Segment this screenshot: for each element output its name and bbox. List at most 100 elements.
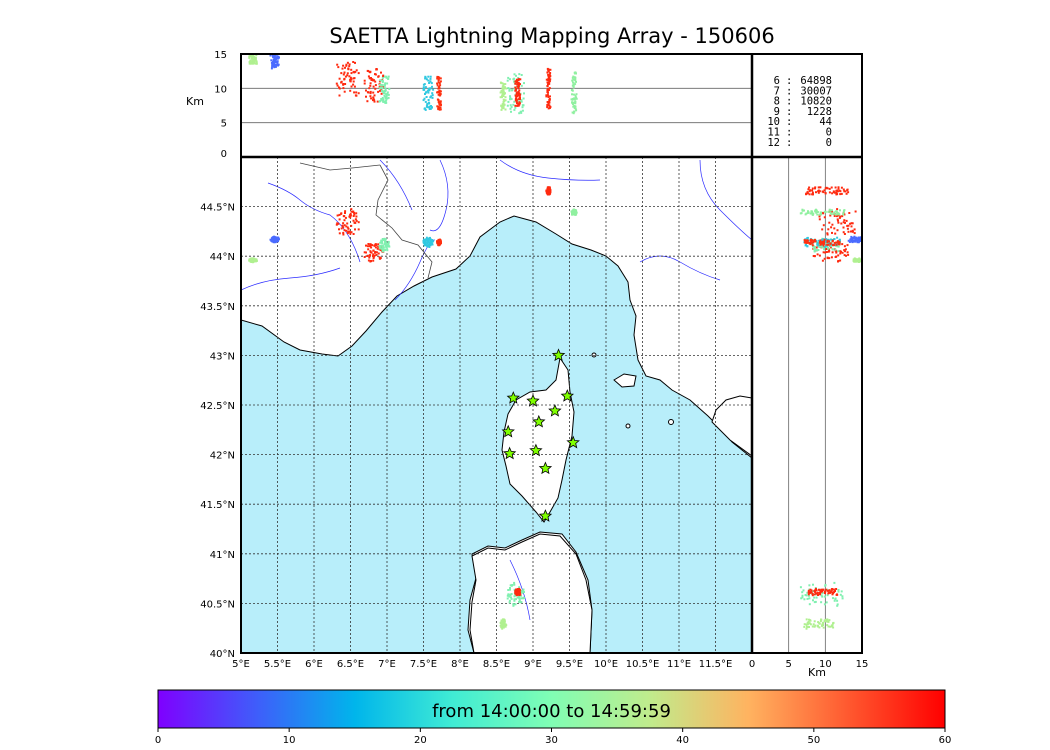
top-y-ticks: 15 10 5 0 [214,50,227,160]
station-star-icon [566,435,580,449]
count-stations: 11 [767,127,780,139]
station-star-icon [532,414,546,428]
lat-tick-label: 42.5°N [200,401,235,412]
colorbar-tick-label: 40 [676,735,689,746]
top-panel: 15 10 5 0 Km [186,50,752,160]
colorbar-tick-label: 60 [939,735,952,746]
station-star-icon [551,348,566,362]
station-star-icon [526,393,540,407]
lat-tick-label: 44°N [210,252,235,263]
station-star-icon [529,443,543,457]
right-x-tick-label: 0 [749,659,755,670]
count-value: 10820 [800,96,832,108]
count-value: 44 [819,116,832,128]
top-y-tick-label: 0 [221,149,227,160]
station-star-icon [560,389,574,402]
lightning-cell [499,618,508,630]
lightning-cell-profile [852,257,862,264]
lon-tick-label: 8.5°E [483,659,510,670]
longitude-ticks: 5°E 5.5°E 6°E 6.5°E 7°E 7.5°E 8°E 8.5°E 9°E 9.5°E… [232,659,732,670]
lon-tick-label: 11.5°E [699,659,733,670]
lon-tick-label: 9°E [524,659,542,670]
lon-tick-label: 5.5°E [264,659,291,670]
lightning-cell [436,238,442,247]
panel-frames [240,53,863,654]
colorbar-tick-label: 20 [414,735,427,746]
lightning-cell-profile [807,587,839,597]
count-colon: : [786,106,792,118]
lightning-cell-profile [499,81,508,111]
lat-tick-label: 40.5°N [200,599,235,610]
lon-tick-label: 6°E [305,659,323,670]
right-x-tick-label: 10 [819,659,832,670]
latitude-ticks: 44.5°N 44°N 43.5°N 43°N 42.5°N 42°N 41.5°N 41°N… [200,203,235,660]
count-stations: 6 [774,75,780,87]
lightning-cell-profile [803,618,835,630]
lat-tick-label: 41°N [210,550,235,561]
lightning-cell-profile [514,78,522,107]
top-lightning-points [248,54,578,115]
country-borders [299,162,433,279]
lon-tick-label: 6.5°E [337,659,364,670]
right-x-ticks: 0 5 10 15 [749,659,869,670]
top-y-tick-label: 10 [214,84,227,95]
lon-tick-label: 8°E [451,659,469,670]
station-star-icon [502,446,517,460]
count-stations: 7 [774,85,780,97]
colorbar-tick-label: 50 [807,735,820,746]
lightning-cell [545,186,552,196]
lightning-cell [378,237,391,253]
count-value: 0 [826,137,832,149]
colorbar-ticks: 0 10 20 30 40 50 60 [155,728,952,746]
right-x-tick-label: 15 [856,659,869,670]
count-value: 64898 [800,75,832,87]
lightning-cell [570,208,578,216]
lightning-cell [422,236,435,248]
station-star-icon [538,461,553,475]
lightning-cell-profile [378,75,391,104]
lat-tick-label: 43.5°N [200,302,235,313]
colorbar-tick-label: 0 [155,735,161,746]
count-stations: 8 [774,96,780,108]
lightning-cell-profile [803,238,841,247]
lon-tick-label: 10.5°E [626,659,660,670]
map-panel: 5°E 5.5°E 6°E 6.5°E 7°E 7.5°E 8°E 8.5°E 9°E 9.5°E… [200,157,752,670]
colorbar-gradient [157,689,946,729]
right-lightning-points [799,186,862,630]
lightning-cell-profile [545,67,552,110]
lightning-cell-profile [436,75,442,111]
lat-tick-label: 42°N [210,451,235,462]
lightning-cell [248,257,258,264]
top-y-tick-label: 5 [221,119,227,130]
colorbar-tick-label: 10 [283,735,296,746]
count-stations: 10 [767,116,780,128]
lon-tick-label: 5°E [232,659,250,670]
map-lightning-points [248,186,578,630]
count-colon: : [786,127,792,139]
lon-tick-label: 7°E [378,659,396,670]
small-island [625,423,631,429]
elba-island [613,373,637,388]
map-grid [241,157,752,653]
count-stations: 9 [774,106,780,118]
top-ylabel: Km [186,95,204,108]
top-y-tick-label: 15 [214,50,227,61]
lat-tick-label: 40°N [210,649,235,660]
lightning-cell [335,208,360,236]
station-star-icon [548,403,562,417]
small-island [668,419,674,425]
lon-tick-label: 7.5°E [410,659,437,670]
lightning-cell-profile [422,75,435,111]
colorbar-tick-label: 30 [545,735,558,746]
sardinia-island [469,533,593,653]
lightning-cell-profile [335,61,360,97]
right-panel: 0 5 10 15 Km [749,157,869,679]
count-value: 0 [826,127,832,139]
lightning-cell-profile [570,71,578,115]
count-stations: 12 [767,137,780,149]
colorbar: 0 10 20 30 40 50 60 [155,689,952,746]
lon-tick-label: 11°E [667,659,691,670]
station-star-icon [506,391,520,404]
lon-tick-label: 10°E [594,659,618,670]
lat-tick-label: 44.5°N [200,203,235,214]
